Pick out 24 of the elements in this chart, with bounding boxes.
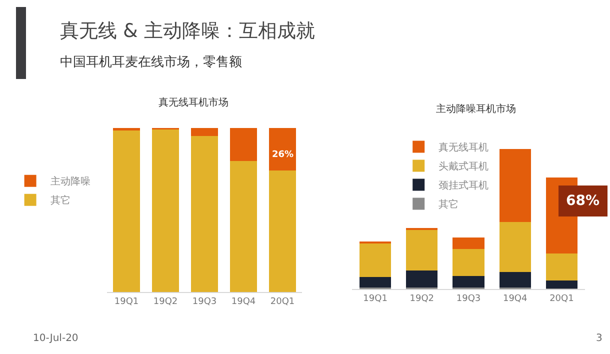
text: 10-Jul-20 [33,333,78,344]
legend-label: 头戴式耳机 [438,160,489,173]
legend-label: 其它 [50,194,70,207]
chart-title: 真无线耳机市场 [158,96,228,108]
legend-label: 主动降噪 [50,176,90,188]
x-tick-label: 19Q3 [456,294,481,304]
x-tick-label: 19Q2 [410,294,434,304]
x-tick-label: 20Q1 [550,294,574,304]
chart-title: 主动降噪耳机市场 [436,102,516,115]
text: 真无线 & 主动降噪：互相成就 [60,19,315,44]
legend-label: 颈挂式耳机 [438,180,489,192]
x-tick-label: 19Q2 [153,296,178,307]
legend-label: 真无线耳机 [438,142,489,154]
annotation: 26% [272,150,294,160]
x-tick-label: 19Q1 [363,294,388,304]
x-tick-label: 19Q1 [114,296,139,307]
x-tick-label: 19Q4 [502,294,528,304]
x-tick-label: 19Q3 [192,296,217,307]
annotation: 68% [566,193,600,209]
x-tick-label: 19Q4 [231,296,256,307]
x-tick-label: 20Q1 [270,296,295,307]
text: 3 [596,333,602,344]
legend-label: 其它 [438,198,459,211]
text: 中国耳机耳麦在线市场，零售额 [60,54,242,71]
